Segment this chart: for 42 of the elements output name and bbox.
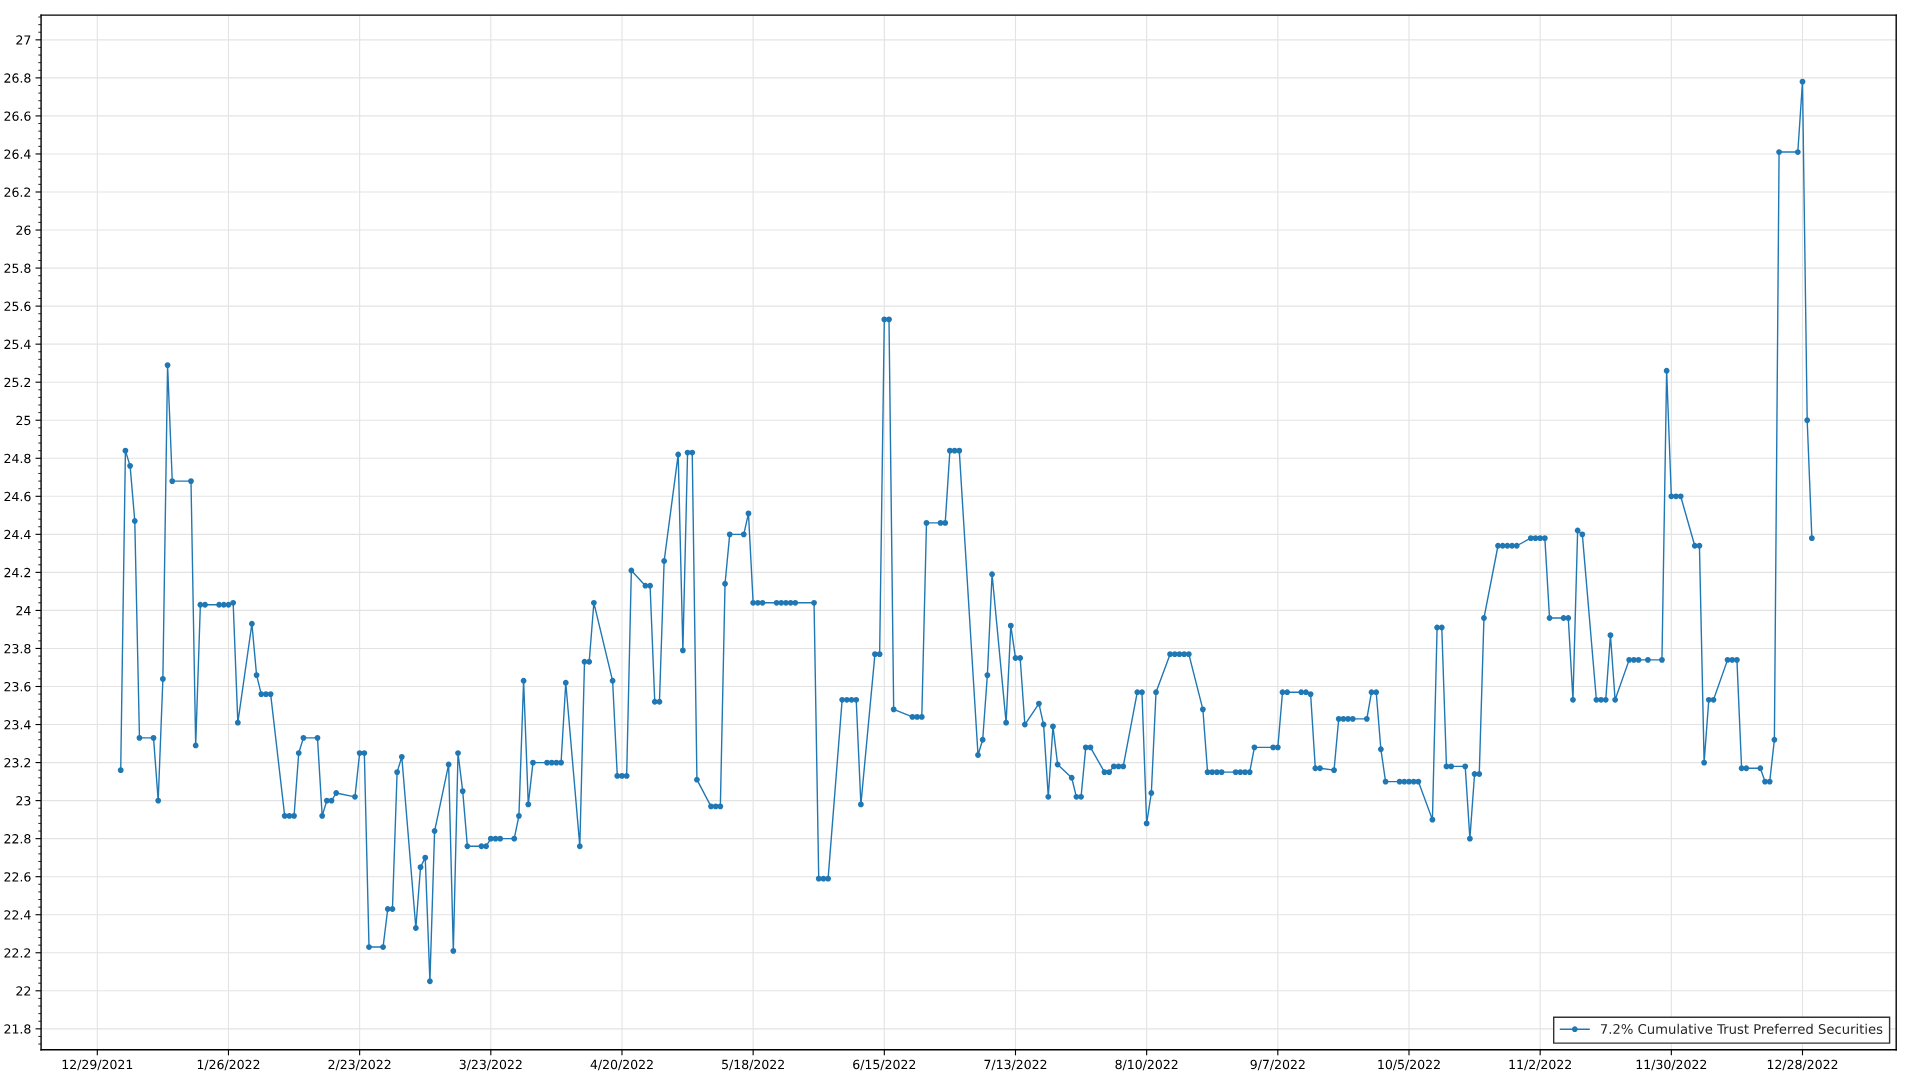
y-tick-label: 23.6 <box>4 681 31 692</box>
y-tick-label: 22 <box>16 986 31 996</box>
y-tick-label: 24 <box>16 605 31 616</box>
y-tick-label: 23.8 <box>4 643 31 654</box>
y-tick-label: 26 <box>16 225 31 235</box>
y-tick-label: 26.2 <box>4 187 31 197</box>
x-tick-label: 12/28/2022 <box>1767 1059 1838 1071</box>
y-tick-label: 25 <box>16 415 31 426</box>
x-tick-label: 1/26/2022 <box>197 1059 260 1071</box>
y-tick-label: 25.4 <box>4 339 31 350</box>
y-tick-label: 25.6 <box>4 301 31 312</box>
y-tick-label: 24.6 <box>4 491 31 502</box>
x-tick-label: 4/20/2022 <box>590 1059 653 1071</box>
y-tick-label: 27 <box>16 35 31 45</box>
x-tick-label: 5/18/2022 <box>722 1059 784 1071</box>
x-tick-label: 2/23/2022 <box>328 1059 391 1071</box>
x-tick-label: 9/7/2022 <box>1250 1059 1305 1071</box>
x-tick-label: 7/13/2022 <box>984 1059 1047 1071</box>
y-tick-label: 25.8 <box>4 263 31 273</box>
y-tick-label: 23.4 <box>4 720 31 730</box>
x-tick-label: 6/15/2022 <box>853 1059 916 1071</box>
y-tick-label: 26.8 <box>4 73 31 83</box>
y-tick-label: 22.8 <box>4 834 31 844</box>
x-tick-label: 11/2/2022 <box>1509 1059 1571 1071</box>
y-tick-label: 26.4 <box>4 149 31 159</box>
y-tick-label: 26.6 <box>4 111 31 121</box>
y-tick-label: 25.2 <box>4 377 31 388</box>
y-tick-label: 24.8 <box>4 453 31 464</box>
y-tick-label: 22.4 <box>4 910 31 920</box>
x-tick-label: 11/30/2022 <box>1636 1059 1707 1071</box>
y-tick-label: 24.4 <box>4 529 31 540</box>
y-tick-label: 22.2 <box>4 948 31 958</box>
x-tick-label: 10/5/2022 <box>1378 1059 1440 1071</box>
y-tick-label: 24.2 <box>4 567 31 578</box>
x-tick-label: 3/23/2022 <box>459 1059 522 1071</box>
x-tick-label: 8/10/2022 <box>1115 1059 1178 1071</box>
legend-label: 7.2% Cumulative Trust Preferred Securities <box>1600 1023 1883 1035</box>
y-tick-label: 22.6 <box>4 872 31 882</box>
x-tick-label: 12/29/2021 <box>62 1059 133 1071</box>
y-tick-label: 23 <box>16 796 31 806</box>
y-tick-label: 23.2 <box>4 758 31 768</box>
y-tick-label: 21.8 <box>4 1024 31 1034</box>
